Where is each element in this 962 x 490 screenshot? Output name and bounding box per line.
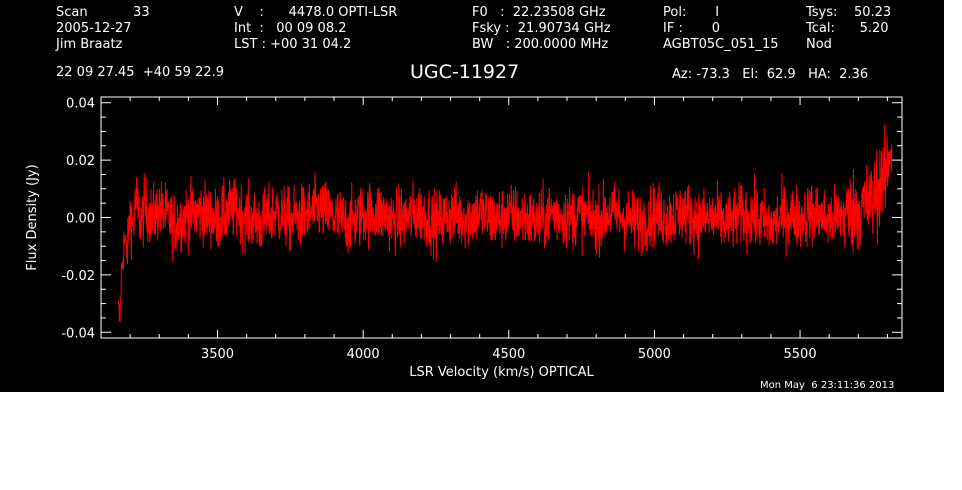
spectrum-line (117, 124, 893, 323)
source-name: UGC-11927 (410, 61, 520, 83)
spectrum-layer (117, 124, 893, 323)
x-tick-label: 3500 (201, 347, 234, 362)
spectrum-chart: 3500 4000 4500 5000 5500 -0.04 -0.02 0.00 0.02 0.… (25, 96, 903, 380)
header-if: IF : 0 (663, 21, 721, 36)
header-pol: Pol: I (663, 5, 720, 20)
y-tick-label: -0.02 (61, 269, 95, 284)
x-tick-label: 4500 (492, 347, 525, 362)
x-tick-label: 4000 (347, 347, 380, 362)
source-coordinates: 22 09 27.45 +40 59 22.9 (56, 65, 225, 80)
y-tick-label: 0.00 (66, 212, 95, 227)
header-procedure: Nod (806, 37, 832, 52)
header-tsys: Tsys: 50.23 (806, 5, 892, 20)
y-tick-label: -0.04 (61, 326, 95, 341)
x-tick-label: 5500 (784, 347, 817, 362)
header-scan: Scan 33 (56, 5, 150, 20)
header-bw: BW : 200.0000 MHz (472, 37, 609, 52)
header-f0: F0 : 22.23508 GHz (472, 5, 606, 20)
y-tick-label: 0.02 (66, 154, 95, 169)
header-project: AGBT05C_051_15 (663, 37, 779, 52)
header-observer: Jim Braatz (56, 37, 123, 52)
x-axis-title: LSR Velocity (km/s) OPTICAL (409, 365, 594, 380)
plot-timestamp: Mon May 6 23:11:36 2013 (760, 380, 895, 391)
header-tcal: Tcal: 5.20 (806, 21, 889, 36)
y-axis-title: Flux Density (Jy) (25, 164, 40, 270)
header-velocity: V : 4478.0 OPTI-LSR (234, 5, 398, 20)
header-lst: LST : +00 31 04.2 (234, 37, 352, 52)
axis-layer: 3500 4000 4500 5000 5500 -0.04 -0.02 0.00 0.02 0.… (61, 97, 902, 362)
header-date: 2005-12-27 (56, 21, 132, 36)
az-el-ha: Az: -73.3 El: 62.9 HA: 2.36 (672, 67, 869, 82)
x-tick-label: 5000 (638, 347, 671, 362)
y-tick-label: 0.04 (66, 97, 95, 112)
header-fsky: Fsky : 21.90734 GHz (472, 21, 611, 36)
header-int: Int : 00 09 08.2 (234, 21, 347, 36)
